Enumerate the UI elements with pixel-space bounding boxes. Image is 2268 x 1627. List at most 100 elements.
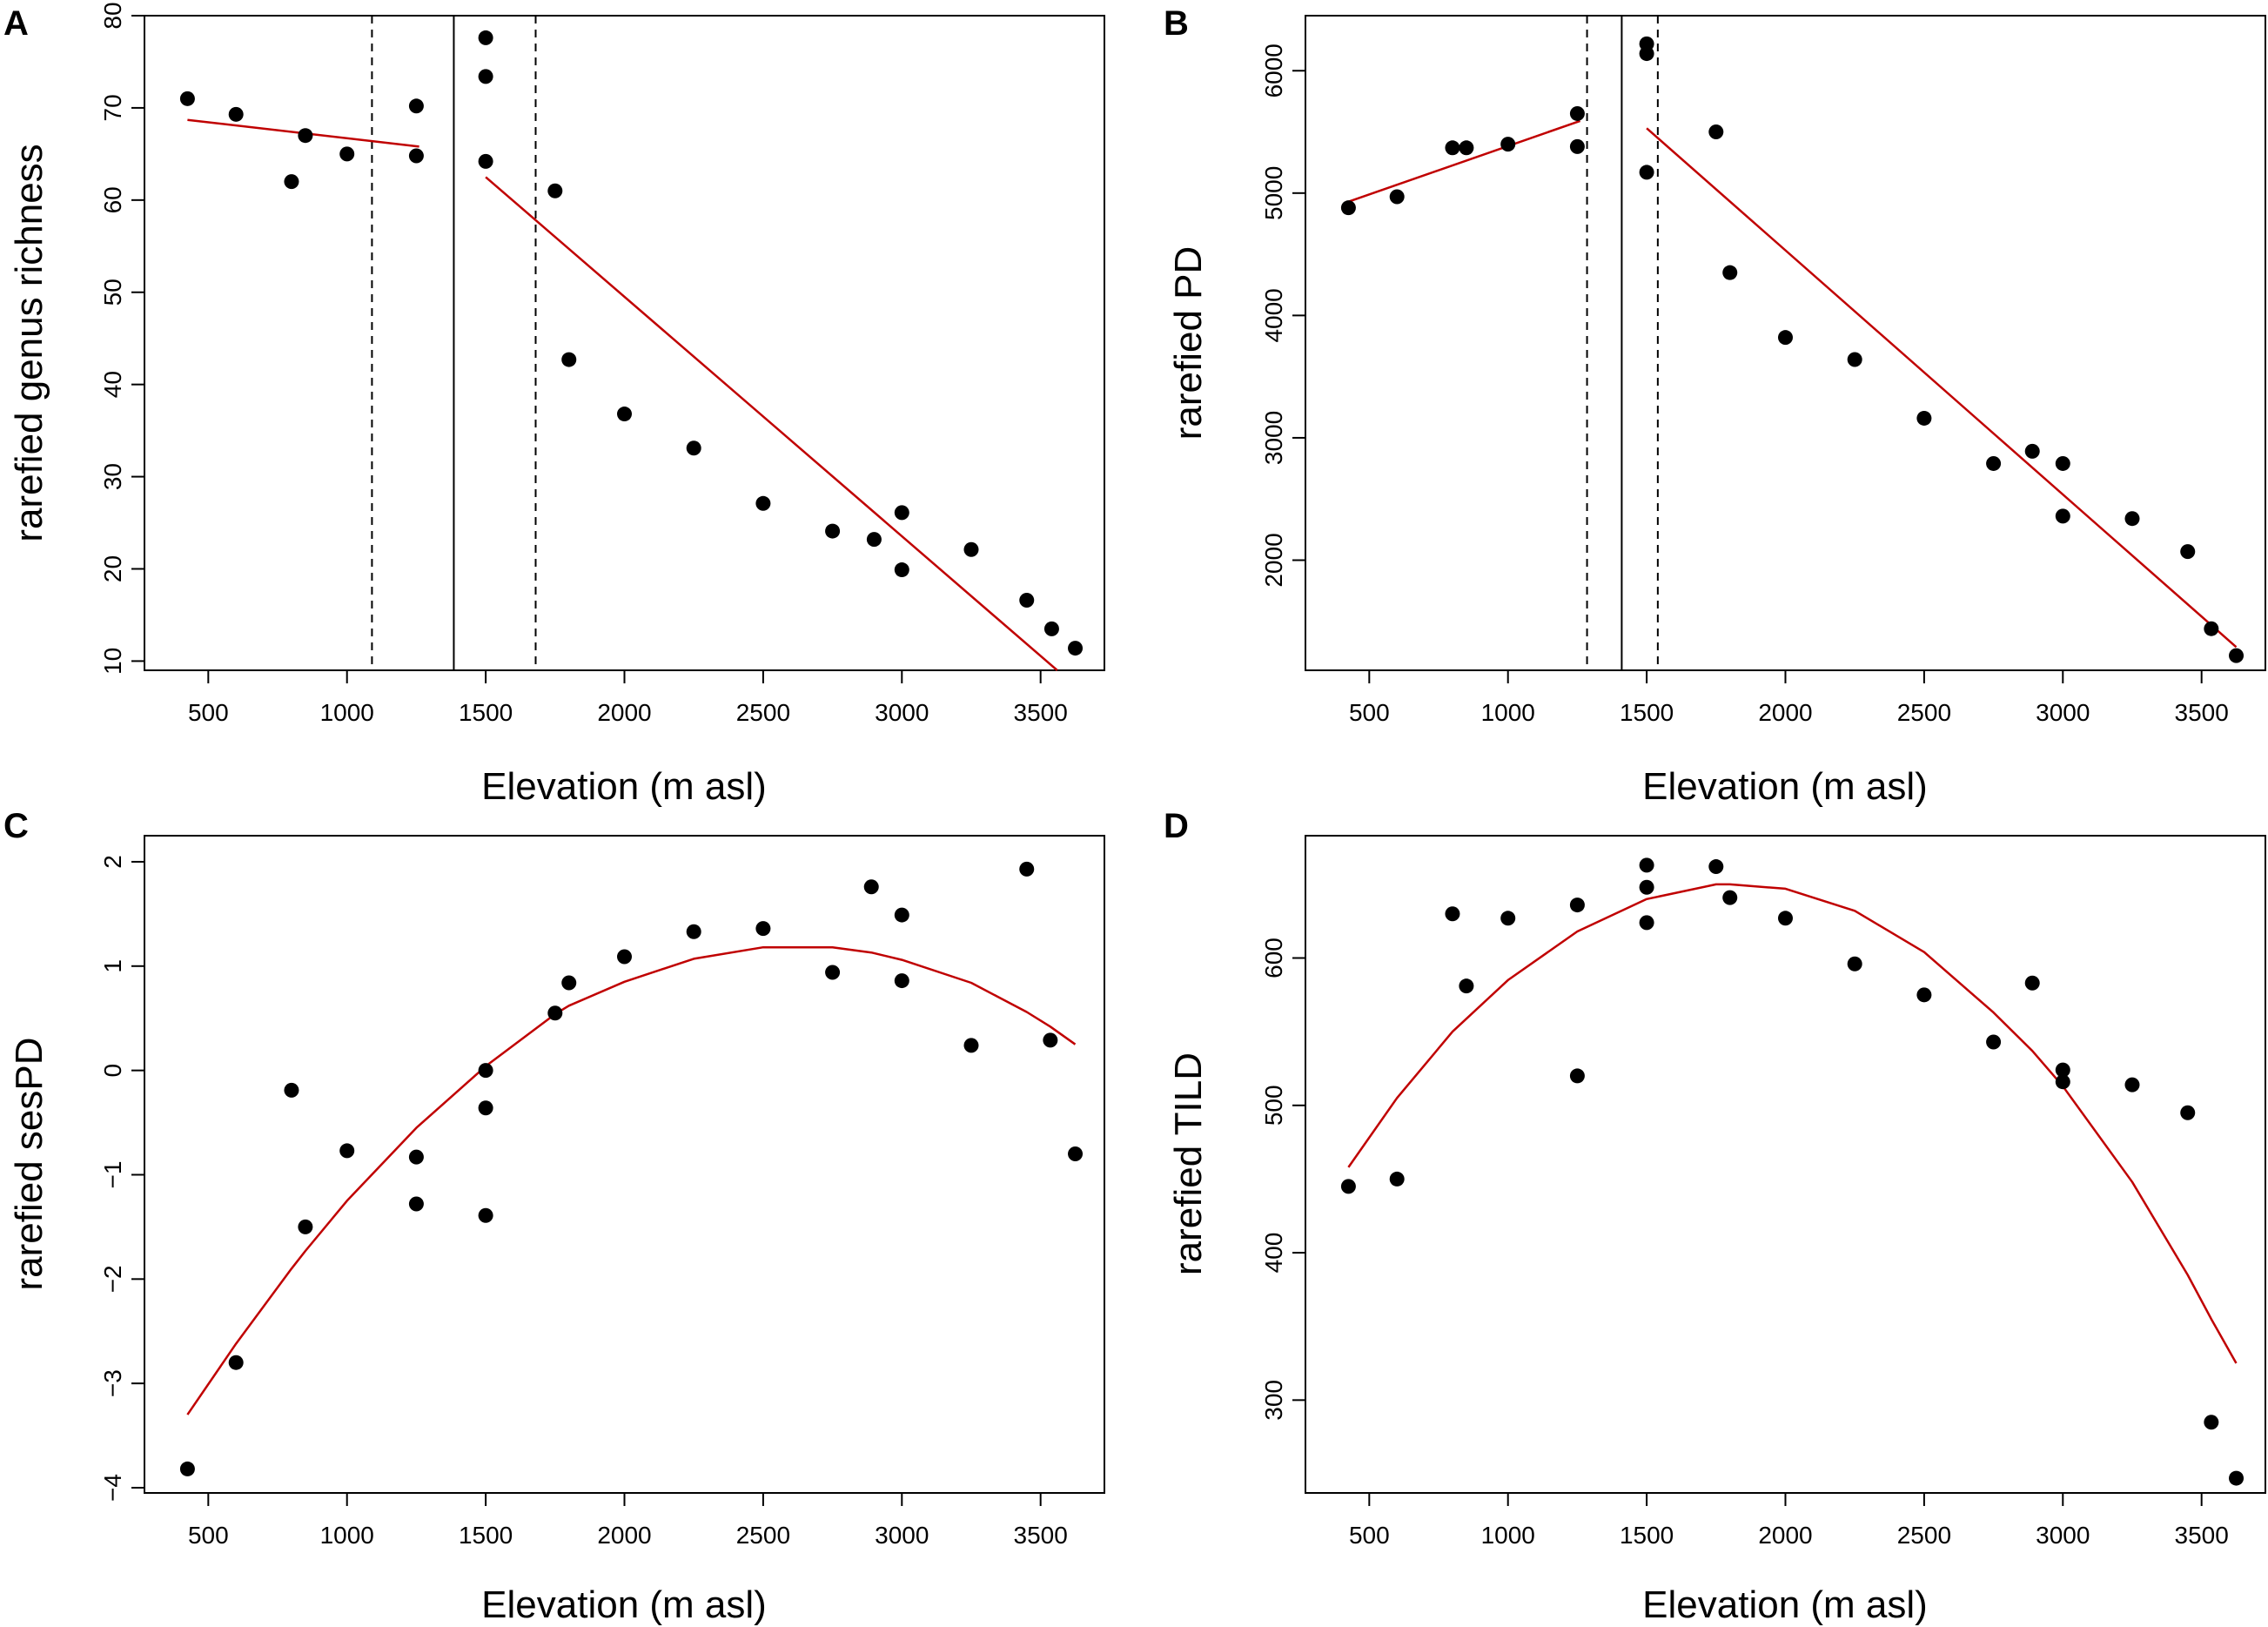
panel-d-fit-curve-1: [1347, 883, 2238, 1364]
panel-d-y-tick-label: 300: [1260, 1380, 1287, 1421]
panel-a-data-point: [339, 146, 355, 162]
panel-a: A 500 1000 1500 2000 2500 3000 3500 10 20 30 40 50…: [3, 2, 1105, 808]
panel-a-data-point: [228, 106, 244, 122]
panel-c-y-tick-label: −3: [99, 1369, 126, 1397]
panel-c-y-tick-label: 1: [99, 959, 126, 973]
panel-a-x-tick-label: 1000: [320, 699, 374, 726]
panel-b-data-point: [1722, 265, 1738, 280]
panel-c-y-axis-title: rarefied sesPD: [8, 1037, 50, 1290]
panel-d-data-point: [2024, 975, 2040, 991]
panel-c-y-tick-label: −2: [99, 1265, 126, 1293]
panel-b-data-point: [1639, 165, 1654, 180]
panel-b-x-tick-label: 3000: [2036, 699, 2090, 726]
panel-a-y-axis-title: rarefied genus richness: [8, 144, 50, 541]
panel-b-y-axis-title: rarefied PD: [1167, 246, 1210, 440]
panel-b-data-point: [1708, 124, 1724, 140]
panel-c-data-point: [478, 1100, 493, 1116]
panel-a-y-tick-label: 30: [99, 463, 126, 490]
panel-a-data-point: [561, 352, 577, 367]
panel-a-x-tick-label: 3500: [1014, 699, 1068, 726]
panel-c: C 500 1000 1500 2000 2500 3000 3500 −4 −3 −2 −1 0 1…: [3, 807, 1105, 1626]
panel-b-data-point: [1389, 189, 1405, 205]
panel-d-data-point: [1708, 859, 1724, 875]
panel-b-data-point: [1916, 410, 1932, 426]
panel-d-data-point: [1639, 879, 1654, 895]
panel-b-data-point: [2180, 544, 2196, 560]
panel-b: B 500 1000 1500 2000 2500 3000 3500 2000 3000 40…: [1164, 4, 2266, 808]
panel-c-x-tick-label: 3500: [1014, 1522, 1068, 1549]
panel-d-data-point: [1569, 898, 1585, 913]
panel-b-x-tick-label: 2500: [1897, 699, 1951, 726]
panel-b-data-point: [1639, 46, 1654, 62]
panel-a-y-tick-label: 80: [99, 2, 126, 29]
panel-a-data-point: [1068, 641, 1084, 656]
panel-d-data-point: [1500, 911, 1516, 926]
panel-a-y-tick-label: 10: [99, 648, 126, 675]
panel-b-data-point: [1445, 140, 1460, 156]
panel-a-data-point: [408, 98, 424, 114]
panel-b-data-point: [2204, 621, 2219, 636]
panel-a-x-tick-label: 2500: [736, 699, 790, 726]
panel-a-data-point: [1043, 621, 1059, 636]
panel-d-y-tick-label: 400: [1260, 1233, 1287, 1274]
panel-c-x-axis-title: Elevation (m asl): [481, 1583, 767, 1626]
panel-b-guides: [1586, 16, 1659, 670]
panel-a-data-point: [894, 505, 909, 521]
panel-b-x-tick-label: 2000: [1758, 699, 1812, 726]
panel-b-data-point: [2055, 455, 2070, 471]
panel-c-data-point: [894, 907, 909, 923]
panel-d-data-point: [2229, 1470, 2245, 1486]
panel-a-y-axis: 10 20 30 40 50 60 70 80: [99, 2, 145, 675]
panel-a-x-tick-label: 1500: [459, 699, 513, 726]
panel-d-data-point: [1569, 1068, 1585, 1084]
panel-d-y-axis: 300 400 500 600: [1260, 938, 1306, 1421]
panel-a-data-point: [755, 495, 771, 511]
panel-c-fit-curve-1: [186, 945, 1077, 1415]
panel-a-x-tick-label: 500: [188, 699, 229, 726]
panel-d-data-point: [2055, 1074, 2070, 1090]
panel-c-data-point: [963, 1038, 979, 1053]
panel-c-data-point: [1043, 1032, 1058, 1048]
panel-b-x-tick-label: 500: [1349, 699, 1390, 726]
panel-d-data-point: [1639, 915, 1654, 931]
panel-c-data-point: [408, 1149, 424, 1165]
panel-b-y-tick-label: 3000: [1260, 411, 1287, 465]
panel-b-x-tick-label: 1000: [1481, 699, 1535, 726]
panel-d-data-point: [2180, 1105, 2196, 1120]
panel-b-data-point: [2055, 508, 2070, 524]
panel-a-data-point: [963, 541, 979, 557]
panel-c-x-tick-label: 1500: [459, 1522, 513, 1549]
panel-a-data-point: [408, 148, 424, 164]
panel-d-data-point: [1340, 1179, 1356, 1194]
panel-b-data-point: [1986, 455, 2002, 471]
panel-b-y-tick-label: 5000: [1260, 166, 1287, 220]
panel-c-data-point: [894, 973, 909, 989]
panel-b-data-point: [1778, 330, 1793, 346]
panel-b-data-point: [1500, 137, 1516, 152]
panel-a-letter: A: [3, 4, 29, 43]
panel-a-data-point: [825, 523, 841, 539]
panel-b-y-tick-label: 4000: [1260, 288, 1287, 342]
panel-a-y-tick-label: 40: [99, 371, 126, 398]
panel-c-x-tick-label: 3000: [875, 1522, 929, 1549]
panel-a-data-point: [179, 91, 195, 106]
panel-c-fit-lines: [186, 945, 1077, 1415]
panel-a-data-point: [298, 128, 313, 144]
panel-d: D 500 1000 1500 2000 2500 3000 3500 300 400 500 6…: [1164, 807, 2266, 1626]
panel-a-x-axis-title: Elevation (m asl): [481, 765, 767, 808]
panel-a-data-point: [478, 153, 493, 169]
panel-d-data-point: [1459, 978, 1474, 994]
panel-d-data-point: [1986, 1034, 2002, 1050]
panel-a-data-point: [617, 407, 632, 422]
panel-c-data-point: [339, 1143, 355, 1159]
panel-c-x-tick-label: 2000: [597, 1522, 651, 1549]
panel-c-data-point: [179, 1461, 195, 1476]
panel-c-data-point: [228, 1355, 244, 1370]
panel-b-x-tick-label: 3500: [2175, 699, 2229, 726]
panel-b-fit-lines: [1347, 119, 2238, 649]
panel-b-x-axis-title: Elevation (m asl): [1642, 765, 1928, 808]
panel-d-y-tick-label: 500: [1260, 1085, 1287, 1126]
panel-c-x-tick-label: 2500: [736, 1522, 790, 1549]
panel-d-x-axis-title: Elevation (m asl): [1642, 1583, 1928, 1626]
